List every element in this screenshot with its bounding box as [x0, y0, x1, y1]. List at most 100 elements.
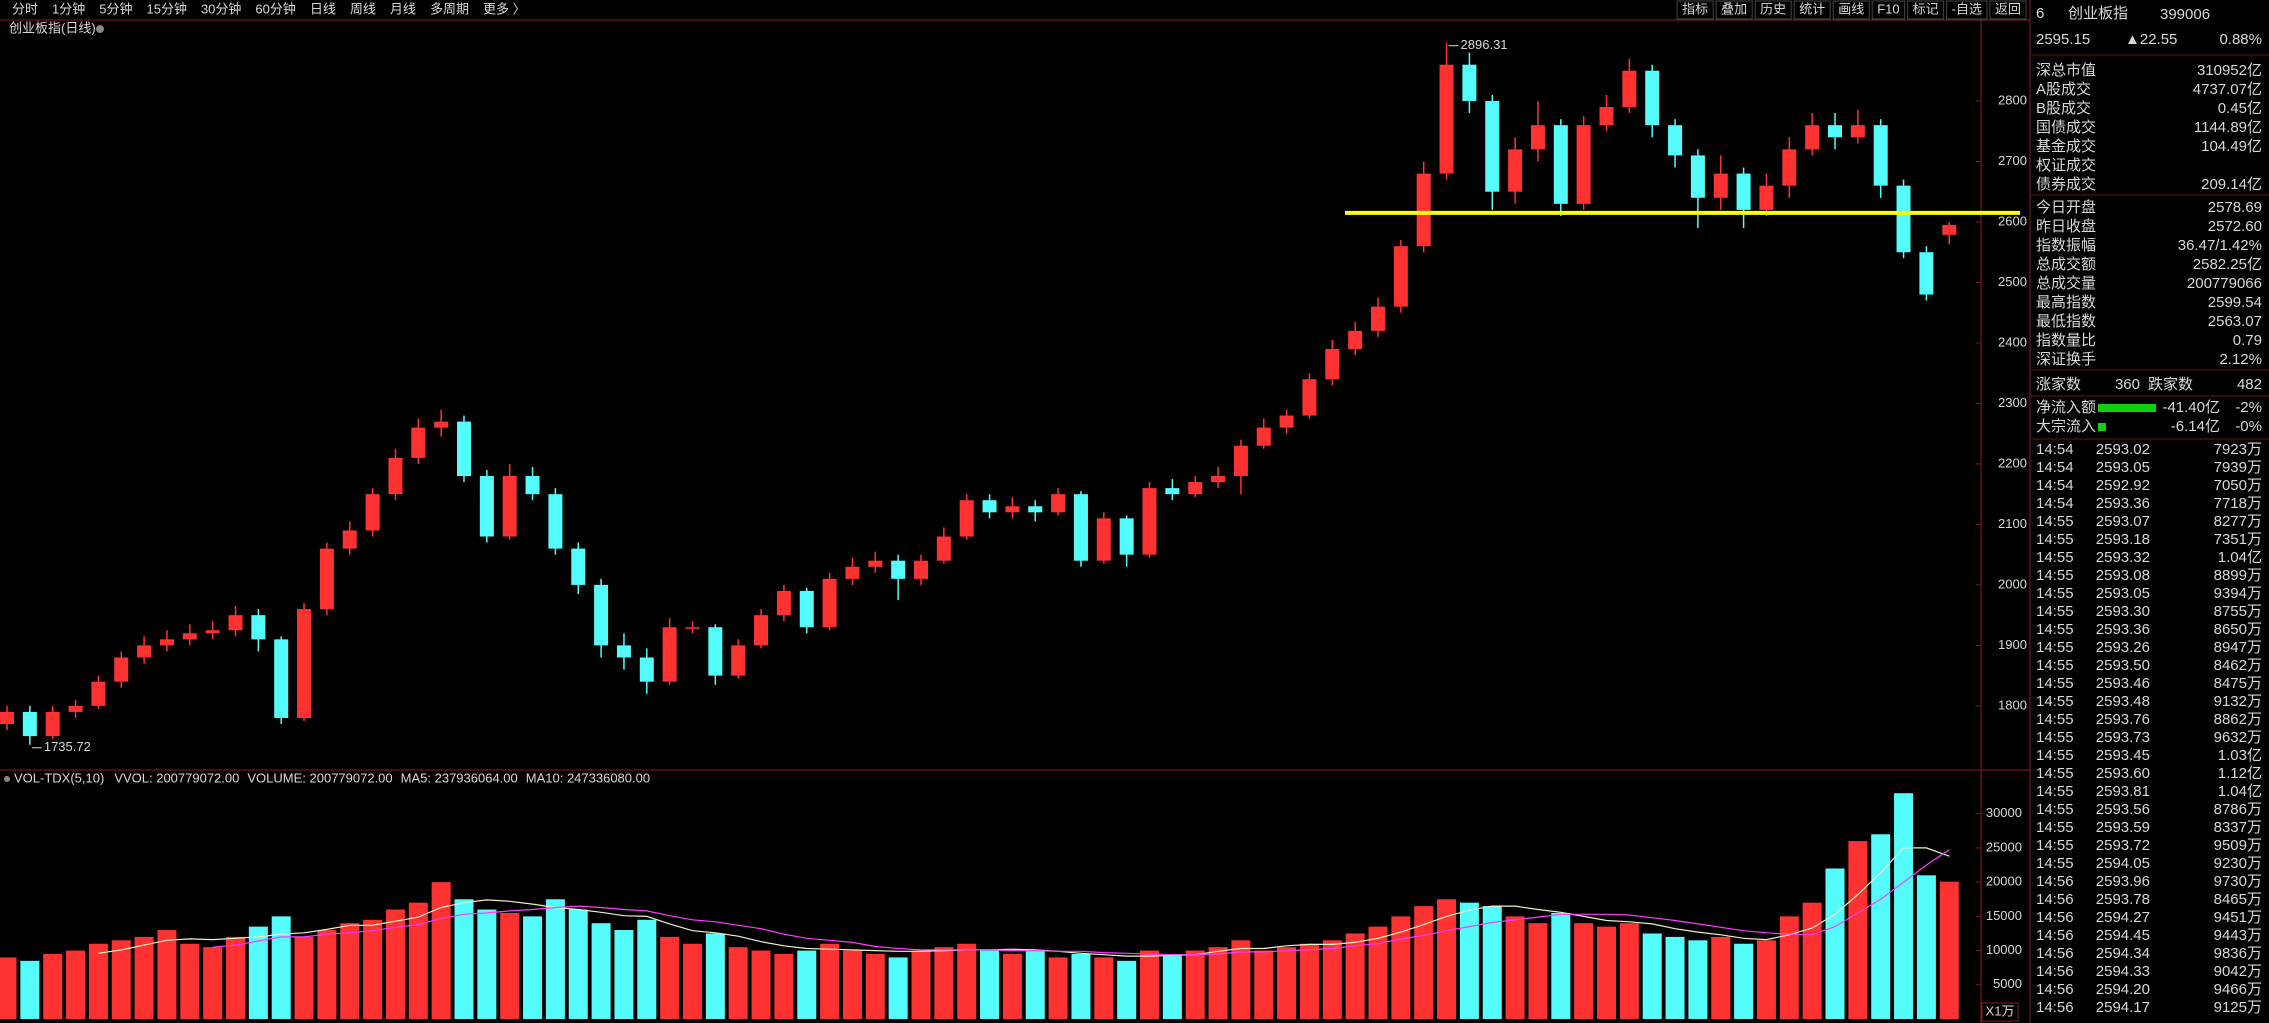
volume-bar: [1551, 912, 1571, 1019]
period-tab[interactable]: 60分钟: [255, 1, 295, 16]
tick-price: 2593.72: [2096, 837, 2150, 854]
stat-label: 债券成交: [2036, 175, 2096, 193]
candle-body: [936, 536, 951, 561]
period-tab[interactable]: 更多 〉: [483, 1, 526, 16]
tick-volume: 9466万: [2214, 981, 2262, 998]
candle-body: [891, 560, 906, 579]
tick-volume: 1.04亿: [2218, 549, 2262, 566]
tick-price: 2593.45: [2096, 747, 2150, 764]
ma-line: [98, 847, 1950, 957]
tick-volume: 1.04亿: [2218, 783, 2262, 800]
volume-bar: [20, 960, 40, 1019]
tool-button[interactable]: 统计: [1799, 1, 1825, 16]
tick-volume: 8755万: [2214, 603, 2262, 620]
y-tick-label: 2200: [1998, 455, 2027, 470]
period-tab[interactable]: 月线: [390, 1, 416, 16]
tool-button-frame: [1946, 0, 1988, 20]
unit-label: X1万: [1986, 1003, 2015, 1018]
candle-body: [1782, 149, 1797, 186]
candle-body: [1279, 415, 1294, 428]
volume-bar: [1482, 906, 1502, 1019]
volume-bar: [431, 882, 451, 1019]
tick-volume: 8475万: [2214, 675, 2262, 692]
candle-body: [1919, 252, 1934, 295]
volume-bar: [591, 923, 611, 1019]
candle-body: [1690, 155, 1705, 198]
tick-time: 14:55: [2036, 801, 2074, 818]
candle-body: [1325, 348, 1340, 380]
tick-volume: 7718万: [2214, 495, 2262, 512]
tool-button[interactable]: F10: [1877, 1, 1899, 16]
volume-bar: [1619, 923, 1639, 1019]
tick-time: 14:55: [2036, 837, 2074, 854]
tick-price: 2594.33: [2096, 963, 2150, 980]
tool-button[interactable]: 画线: [1838, 1, 1864, 16]
index-name: 创业板指: [2068, 4, 2128, 22]
tick-price: 2593.07: [2096, 513, 2150, 530]
tick-time: 14:55: [2036, 711, 2074, 728]
tick-price: 2593.50: [2096, 657, 2150, 674]
tick-volume: 8462万: [2214, 657, 2262, 674]
tick-volume: 8899万: [2214, 567, 2262, 584]
volume-bar: [1117, 960, 1137, 1019]
period-tab[interactable]: 15分钟: [146, 1, 186, 16]
period-tab[interactable]: 5分钟: [99, 1, 132, 16]
y-tick-label: 30000: [1986, 805, 2022, 820]
tick-time: 14:56: [2036, 963, 2074, 980]
tool-button-frame: [1907, 0, 1945, 20]
tool-button[interactable]: -自选: [1952, 1, 1982, 16]
candle-body: [1302, 379, 1317, 416]
period-tab[interactable]: 日线: [310, 1, 336, 16]
tool-button[interactable]: 标记: [1913, 1, 1939, 16]
tool-button[interactable]: 历史: [1760, 1, 1786, 16]
volume-bar: [637, 919, 657, 1019]
tick-time: 14:54: [2036, 459, 2074, 476]
period-tab[interactable]: 分时: [12, 1, 38, 16]
breadth-value: 360: [2115, 376, 2140, 393]
volume-bar: [1574, 923, 1594, 1019]
volume-bar: [911, 950, 931, 1019]
tick-volume: 9451万: [2214, 909, 2262, 926]
tool-button[interactable]: 指标: [1682, 1, 1708, 16]
candle-body: [525, 476, 540, 495]
tick-price: 2593.59: [2096, 819, 2150, 836]
volume-bar: [317, 930, 337, 1019]
stat-value: 310952亿: [2197, 62, 2262, 79]
period-tab[interactable]: 多周期: [430, 1, 469, 16]
tick-time: 14:56: [2036, 927, 2074, 944]
candle-body: [1119, 518, 1134, 555]
period-tab[interactable]: 周线: [350, 1, 376, 16]
period-tab[interactable]: 1分钟: [52, 1, 85, 16]
y-tick-label: 2300: [1998, 395, 2027, 410]
tick-price: 2593.73: [2096, 729, 2150, 746]
volume-bar: [340, 923, 360, 1019]
y-tick-label: 2800: [1998, 92, 2027, 107]
tick-volume: 8650万: [2214, 621, 2262, 638]
flow-bar: [2098, 404, 2156, 412]
tick-time: 14:54: [2036, 441, 2074, 458]
change: ▲22.55: [2125, 31, 2177, 48]
tick-price: 2593.36: [2096, 621, 2150, 638]
tick-volume: 9394万: [2214, 585, 2262, 602]
volume-bar: [1277, 947, 1297, 1019]
period-tab[interactable]: 30分钟: [201, 1, 241, 16]
tool-button[interactable]: 叠加: [1721, 1, 1747, 16]
tick-time: 14:56: [2036, 873, 2074, 890]
tick-time: 14:56: [2036, 909, 2074, 926]
tick-volume: 7050万: [2214, 477, 2262, 494]
candle-body: [228, 615, 243, 631]
stat-value: 2572.60: [2208, 218, 2262, 235]
candle-body: [845, 566, 860, 579]
candle-body: [1896, 185, 1911, 253]
volume-bar: [294, 936, 314, 1019]
volume-bar: [1825, 868, 1845, 1019]
tick-time: 14:55: [2036, 783, 2074, 800]
volume-bar: [1437, 899, 1457, 1019]
tool-button-frame: [1676, 0, 1714, 20]
volume-bar: [1871, 834, 1891, 1019]
tool-button[interactable]: 返回: [1995, 1, 2021, 16]
volume-bar: [203, 947, 223, 1019]
volume-bar: [705, 933, 725, 1019]
